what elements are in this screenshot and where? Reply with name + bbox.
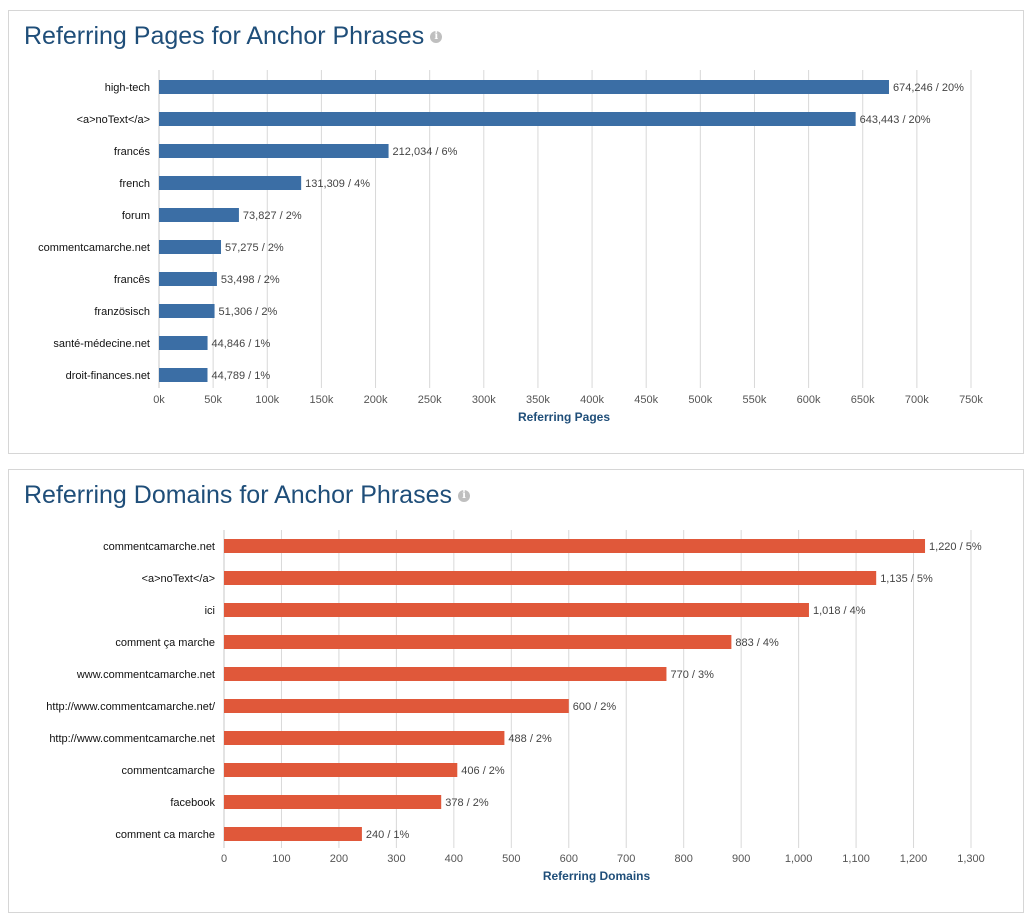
x-tick-label: 500k — [688, 394, 712, 406]
x-tick-label: 350k — [526, 394, 550, 406]
category-label: <a>noText</a> — [142, 573, 215, 585]
data-label: 1,220 / 5% — [929, 541, 982, 553]
bar — [224, 827, 362, 841]
x-tick-label: 1,000 — [785, 853, 813, 865]
x-tick-label: 1,300 — [957, 853, 985, 865]
info-icon[interactable]: i — [457, 490, 470, 503]
data-label: 73,827 / 2% — [243, 210, 302, 222]
x-tick-label: 300k — [472, 394, 496, 406]
x-tick-label: 100k — [255, 394, 279, 406]
bar — [224, 731, 505, 745]
chart-title: Referring Pages for Anchor Phrases i — [24, 22, 443, 51]
bar — [224, 539, 926, 553]
category-label: commentcamarche.net — [38, 242, 150, 254]
bar — [224, 795, 442, 809]
bar — [159, 368, 208, 382]
x-axis-title: Referring Domains — [543, 869, 651, 883]
bar — [159, 144, 389, 158]
category-label: high-tech — [105, 82, 150, 94]
x-tick-label: 200k — [364, 394, 388, 406]
bar — [224, 603, 809, 617]
category-label: www.commentcamarche.net — [76, 669, 215, 681]
data-label: 44,789 / 1% — [211, 370, 270, 382]
x-tick-label: 400k — [580, 394, 604, 406]
bar — [159, 208, 239, 222]
data-label: 44,846 / 1% — [212, 338, 271, 350]
info-icon[interactable]: i — [430, 31, 443, 44]
data-label: 51,306 / 2% — [219, 306, 278, 318]
data-label: 883 / 4% — [735, 637, 779, 649]
x-tick-label: 0k — [153, 394, 165, 406]
data-label: 1,018 / 4% — [813, 605, 866, 617]
data-label: 770 / 3% — [670, 669, 714, 681]
bar — [224, 571, 877, 585]
bar — [224, 635, 732, 649]
x-tick-label: 550k — [743, 394, 767, 406]
category-label: französisch — [94, 306, 150, 318]
category-label: francés — [114, 146, 151, 158]
bar — [224, 699, 569, 713]
category-label: francês — [114, 274, 151, 286]
x-tick-label: 1,200 — [900, 853, 928, 865]
x-tick-label: 250k — [418, 394, 442, 406]
x-tick-label: 450k — [634, 394, 658, 406]
x-tick-label: 100 — [272, 853, 290, 865]
x-tick-label: 0 — [221, 853, 227, 865]
x-tick-label: 700k — [905, 394, 929, 406]
x-tick-label: 1,100 — [842, 853, 870, 865]
x-tick-label: 600k — [797, 394, 821, 406]
x-tick-label: 500 — [502, 853, 520, 865]
data-label: 674,246 / 20% — [893, 82, 964, 94]
category-label: commentcamarche.net — [103, 541, 215, 553]
x-tick-label: 400 — [445, 853, 463, 865]
x-tick-label: 50k — [204, 394, 222, 406]
category-label: <a>noText</a> — [77, 114, 150, 126]
category-label: french — [119, 178, 150, 190]
data-label: 406 / 2% — [461, 765, 505, 777]
category-label: commentcamarche — [121, 765, 215, 777]
x-axis-title: Referring Pages — [518, 410, 610, 424]
category-label: http://www.commentcamarche.net — [49, 733, 215, 745]
bar — [159, 304, 215, 318]
bar — [159, 272, 217, 286]
data-label: 240 / 1% — [366, 829, 410, 841]
category-label: droit-finances.net — [66, 370, 150, 382]
data-label: 378 / 2% — [445, 797, 489, 809]
x-tick-label: 150k — [309, 394, 333, 406]
x-tick-label: 300 — [387, 853, 405, 865]
category-label: http://www.commentcamarche.net/ — [46, 701, 216, 713]
bar — [159, 336, 208, 350]
chart-title: Referring Domains for Anchor Phrases i — [24, 481, 470, 510]
data-label: 212,034 / 6% — [393, 146, 458, 158]
x-tick-label: 900 — [732, 853, 750, 865]
data-label: 57,275 / 2% — [225, 242, 284, 254]
bar — [224, 763, 458, 777]
data-label: 643,443 / 20% — [860, 114, 931, 126]
bar — [159, 176, 302, 190]
bar — [159, 80, 889, 94]
category-label: facebook — [170, 797, 215, 809]
x-tick-label: 200 — [330, 853, 348, 865]
x-tick-label: 650k — [851, 394, 875, 406]
x-tick-label: 800 — [675, 853, 693, 865]
bar — [159, 240, 222, 254]
data-label: 131,309 / 4% — [305, 178, 370, 190]
x-tick-label: 750k — [959, 394, 983, 406]
bar — [159, 112, 856, 126]
category-label: santé-médecine.net — [53, 338, 150, 350]
x-tick-label: 600 — [560, 853, 578, 865]
category-label: forum — [122, 210, 150, 222]
data-label: 1,135 / 5% — [880, 573, 933, 585]
data-label: 488 / 2% — [508, 733, 552, 745]
category-label: ici — [205, 605, 215, 617]
data-label: 53,498 / 2% — [221, 274, 280, 286]
x-tick-label: 700 — [617, 853, 635, 865]
category-label: comment ça marche — [115, 637, 215, 649]
data-label: 600 / 2% — [573, 701, 617, 713]
bar — [224, 667, 667, 681]
category-label: comment ca marche — [115, 829, 215, 841]
